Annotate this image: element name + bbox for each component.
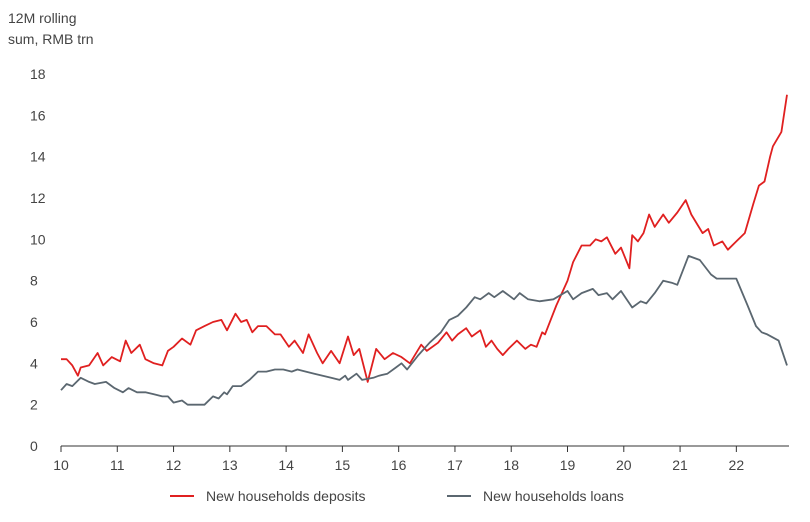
x-tick-label: 21 — [672, 457, 688, 473]
y-tick-label: 8 — [30, 273, 38, 289]
x-tick-label: 13 — [222, 457, 238, 473]
x-tick-label: 20 — [616, 457, 632, 473]
series-line-deposits — [61, 94, 788, 383]
x-tick-label: 14 — [278, 457, 294, 473]
y-tick-label: 12 — [30, 190, 46, 206]
y-axis-unit-line-2: sum, RMB trn — [8, 31, 94, 47]
x-tick-label: 22 — [729, 457, 745, 473]
x-tick-label: 19 — [560, 457, 576, 473]
y-tick-label: 16 — [30, 107, 46, 123]
series-layer — [60, 94, 788, 406]
x-axis-ticks: 10 11 12 13 14 15 16 17 18 19 20 21 22 — [53, 446, 744, 473]
legend-label-loans: New households loans — [483, 488, 624, 504]
y-tick-label: 0 — [30, 438, 38, 454]
y-tick-label: 18 — [30, 66, 46, 82]
x-tick-label: 11 — [110, 457, 125, 473]
y-tick-label: 14 — [30, 149, 46, 165]
y-tick-label: 6 — [30, 314, 38, 330]
series-line-loans — [60, 254, 788, 406]
x-tick-label: 10 — [53, 457, 69, 473]
x-tick-label: 12 — [166, 457, 182, 473]
y-axis-ticks: 0 2 4 6 8 10 12 14 16 18 — [30, 66, 46, 454]
x-tick-label: 16 — [391, 457, 407, 473]
y-axis-unit-line-1: 12M rolling — [8, 10, 76, 26]
x-tick-label: 17 — [447, 457, 463, 473]
y-tick-label: 4 — [30, 355, 38, 371]
legend-label-deposits: New households deposits — [206, 488, 366, 504]
x-tick-label: 18 — [503, 457, 519, 473]
y-tick-label: 10 — [30, 231, 46, 247]
legend-item-deposits: New households deposits — [170, 488, 366, 504]
x-tick-label: 15 — [335, 457, 351, 473]
legend: New households deposits New households l… — [170, 488, 624, 504]
y-tick-label: 2 — [30, 397, 38, 413]
legend-item-loans: New households loans — [447, 488, 624, 504]
